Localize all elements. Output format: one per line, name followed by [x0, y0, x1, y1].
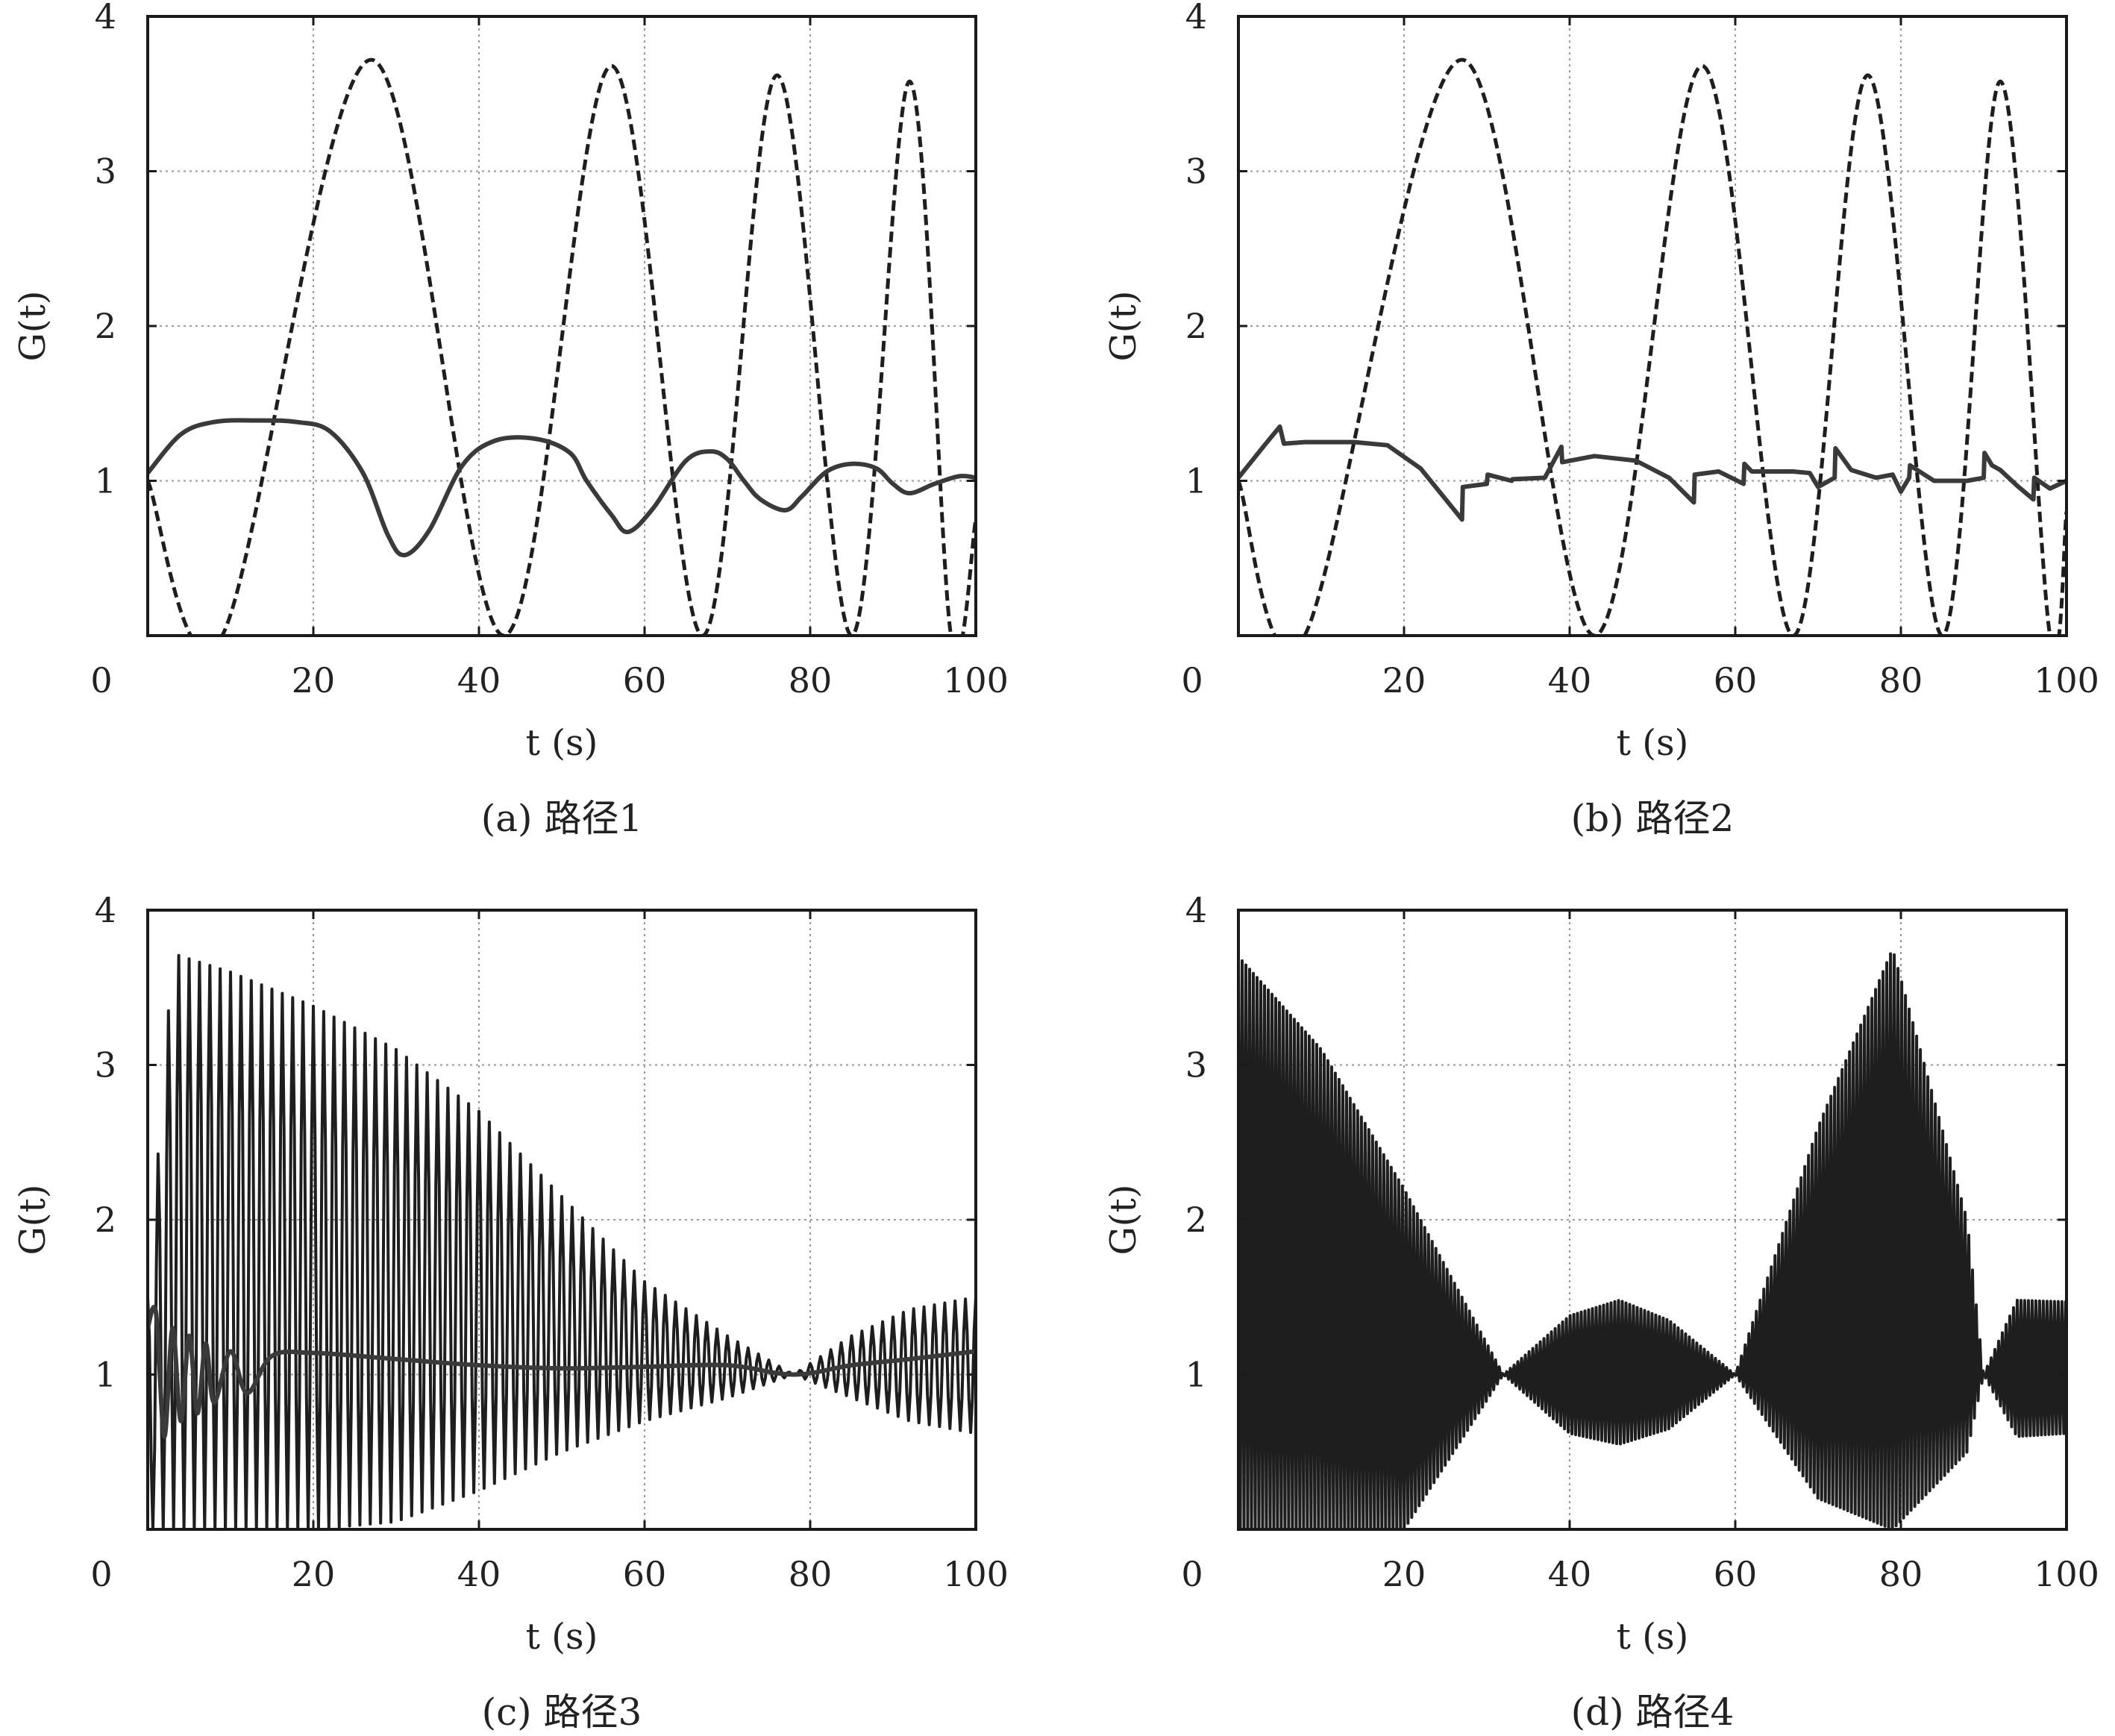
y-tick-label: 2 — [95, 306, 116, 346]
x-tick-label: 0 — [90, 1554, 112, 1594]
y-tick-label: 2 — [1185, 1200, 1207, 1240]
x-tick-label: 0 — [1181, 1554, 1203, 1594]
x-tick-label: 100 — [2034, 1554, 2099, 1594]
y-tick-label: 1 — [95, 461, 116, 501]
y-axis-label: G(t) — [12, 1184, 54, 1255]
x-tick-label: 100 — [2034, 660, 2099, 701]
series-group — [1238, 57, 2067, 636]
grid — [148, 16, 976, 636]
panel-b: 0 20 40 60 80 100 1 2 3 4 t (s) G(t) (b) 路径2 — [1103, 0, 2099, 840]
x-tick-label: 60 — [623, 1554, 667, 1594]
y-tick-label: 4 — [95, 890, 116, 930]
y-tick-label: 4 — [1185, 890, 1207, 930]
x-tick-label: 80 — [789, 1554, 833, 1594]
x-tick-label: 20 — [1382, 660, 1426, 701]
panel-caption: (a) 路径1 — [481, 797, 643, 840]
y-tick-label: 4 — [1185, 0, 1207, 37]
series-group — [148, 57, 976, 636]
x-axis-label: t (s) — [526, 722, 598, 764]
x-tick-label: 80 — [1879, 660, 1923, 701]
x-tick-label: 40 — [457, 1554, 501, 1594]
x-tick-label: 20 — [292, 660, 336, 701]
x-tick-label: 0 — [90, 660, 112, 701]
series-group — [1238, 952, 2067, 1529]
y-axis-label: G(t) — [1103, 290, 1144, 361]
x-tick-label: 80 — [1879, 1554, 1923, 1594]
x-tick-label: 100 — [943, 1554, 1009, 1594]
panel-caption: (d) 路径4 — [1571, 1690, 1735, 1734]
x-tick-label: 60 — [1714, 1554, 1758, 1594]
series-group — [148, 953, 976, 1529]
y-axis-label: G(t) — [12, 290, 54, 361]
grid — [1238, 16, 2067, 636]
x-tick-label: 40 — [1548, 660, 1592, 701]
y-tick-label: 3 — [95, 1045, 116, 1085]
y-tick-label: 3 — [1185, 1045, 1207, 1085]
y-tick-label: 1 — [95, 1355, 116, 1395]
x-tick-label: 40 — [457, 660, 501, 701]
panel-caption: (b) 路径2 — [1571, 797, 1735, 840]
x-axis-label: t (s) — [1617, 1616, 1689, 1658]
x-axis-label: t (s) — [526, 1616, 598, 1658]
series-solid-line — [148, 1304, 976, 1439]
series-solid-line — [1238, 424, 2067, 522]
y-tick-label: 4 — [95, 0, 116, 37]
panel-d: 0 20 40 60 80 100 1 2 3 4 t (s) G(t) (d) 路径4 — [1103, 890, 2099, 1734]
y-tick-label: 3 — [1185, 151, 1207, 192]
x-axis-label: t (s) — [1617, 722, 1689, 764]
x-tick-label: 60 — [623, 660, 667, 701]
x-tick-label: 0 — [1181, 660, 1203, 701]
x-tick-label: 20 — [292, 1554, 336, 1594]
series-dashed-line — [1238, 57, 2067, 636]
y-tick-label: 1 — [1185, 1355, 1207, 1395]
y-tick-label: 2 — [1185, 306, 1207, 346]
y-tick-label: 1 — [1185, 461, 1207, 501]
y-tick-label: 3 — [95, 151, 116, 192]
x-tick-label: 20 — [1382, 1554, 1426, 1594]
x-tick-label: 40 — [1548, 1554, 1592, 1594]
panel-c: 0 20 40 60 80 100 1 2 3 4 t (s) G(t) (c) 路径3 — [12, 890, 1009, 1734]
series-solid-line — [148, 418, 976, 558]
panel-caption: (c) 路径3 — [482, 1690, 642, 1734]
series-dense-line — [148, 953, 976, 1529]
x-tick-label: 60 — [1714, 660, 1758, 701]
y-tick-label: 2 — [95, 1200, 116, 1240]
y-axis-label: G(t) — [1103, 1184, 1144, 1255]
series-dashed-line — [148, 57, 976, 636]
panel-a: 0 20 40 60 80 100 1 2 3 4 t (s) G(t) (a) 路径1 — [12, 0, 1009, 840]
x-tick-label: 100 — [943, 660, 1009, 701]
x-tick-label: 80 — [789, 660, 833, 701]
series-dense-line — [1238, 952, 2067, 1529]
